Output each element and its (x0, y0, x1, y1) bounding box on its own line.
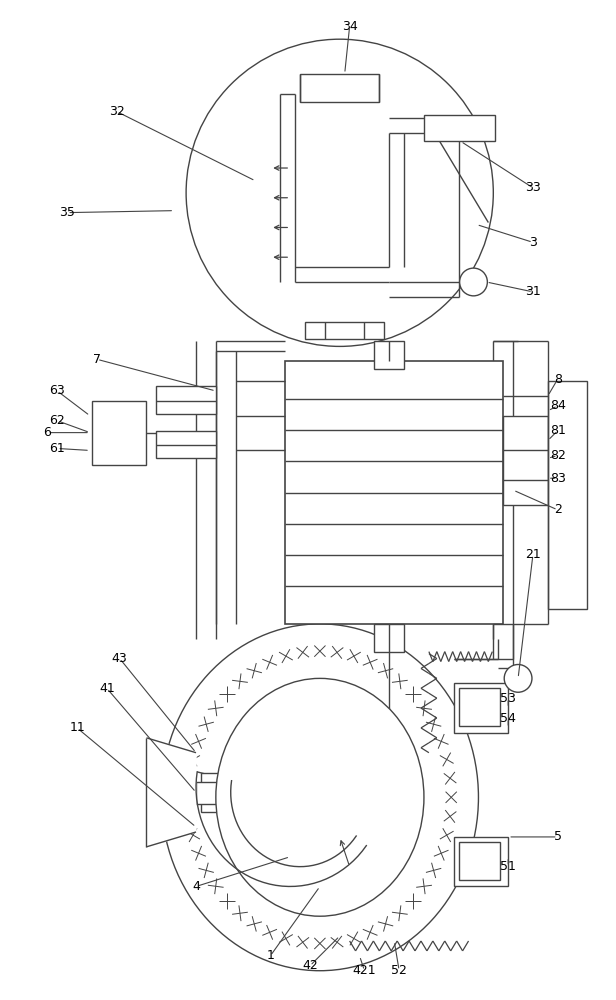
Text: 6: 6 (44, 426, 51, 439)
Bar (196, 782, 238, 804)
Text: 42: 42 (302, 959, 318, 972)
Bar (503, 416, 548, 505)
Text: 52: 52 (391, 964, 407, 977)
Text: 5: 5 (554, 830, 562, 843)
Ellipse shape (161, 624, 479, 971)
Bar (453, 837, 508, 886)
Bar (424, 115, 495, 141)
Text: 51: 51 (500, 860, 516, 873)
Circle shape (505, 665, 532, 692)
Text: 7: 7 (93, 353, 101, 366)
Text: 31: 31 (525, 285, 541, 298)
Text: 83: 83 (550, 472, 565, 485)
Bar (156, 386, 216, 414)
Bar (375, 341, 404, 369)
Circle shape (460, 268, 487, 296)
Text: 2: 2 (554, 503, 562, 516)
Bar (156, 431, 216, 458)
Text: 63: 63 (49, 384, 65, 397)
Text: 84: 84 (550, 399, 565, 412)
Bar (285, 361, 503, 624)
Text: 41: 41 (99, 682, 115, 695)
Text: 54: 54 (500, 712, 516, 725)
Bar (305, 322, 384, 339)
Bar (300, 74, 379, 102)
Bar (459, 842, 500, 880)
Bar (201, 773, 236, 812)
Text: 421: 421 (353, 964, 376, 977)
Text: 82: 82 (550, 449, 565, 462)
Bar (375, 624, 404, 652)
Text: 4: 4 (192, 880, 200, 893)
Circle shape (186, 39, 493, 346)
Text: 33: 33 (525, 181, 541, 194)
Text: 1: 1 (266, 949, 274, 962)
Bar (92, 401, 147, 465)
Text: 53: 53 (500, 692, 516, 705)
Bar (453, 683, 508, 733)
Text: 81: 81 (550, 424, 565, 437)
Polygon shape (147, 738, 196, 847)
Bar (459, 688, 500, 726)
Text: 8: 8 (554, 373, 562, 386)
Text: 11: 11 (69, 721, 85, 734)
Text: 3: 3 (529, 236, 537, 249)
Text: 62: 62 (49, 414, 65, 427)
Text: 61: 61 (49, 442, 65, 455)
Text: 43: 43 (112, 652, 128, 665)
Ellipse shape (216, 678, 424, 916)
Text: 34: 34 (342, 20, 357, 33)
Text: 35: 35 (59, 206, 75, 219)
Text: 32: 32 (109, 105, 124, 118)
Bar (548, 381, 588, 609)
Text: 21: 21 (525, 548, 541, 561)
